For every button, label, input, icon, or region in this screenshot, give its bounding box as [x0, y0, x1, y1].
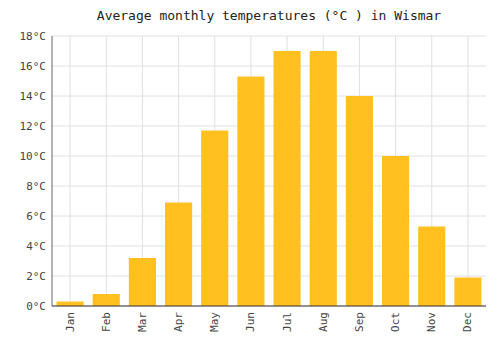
y-tick-label: 14°C: [20, 90, 47, 103]
x-tick-label: May: [208, 312, 221, 332]
x-grid-line: [106, 36, 107, 306]
x-tick-label: Apr: [172, 312, 185, 332]
y-grid-line: [52, 126, 486, 127]
bars: [57, 51, 482, 306]
bar: [346, 96, 373, 306]
y-grid-line: [52, 216, 486, 217]
y-tick-label: 18°C: [20, 30, 47, 43]
y-grid-line: [52, 36, 486, 37]
x-tick-label: Jul: [281, 312, 294, 332]
x-tick-label: Mar: [136, 312, 149, 332]
y-tick-label: 16°C: [20, 60, 47, 73]
x-tick-label: Sep: [353, 312, 366, 332]
bar: [165, 203, 192, 307]
bar: [454, 278, 481, 307]
bar: [237, 77, 264, 307]
x-tick-label: Dec: [461, 312, 474, 332]
y-tick-label: 12°C: [20, 120, 47, 133]
bar: [310, 51, 337, 306]
title: Average monthly temperatures (°C ) in Wi…: [97, 8, 442, 23]
y-grid-line: [52, 156, 486, 157]
bar: [418, 227, 445, 307]
x-tick-label: Nov: [425, 312, 438, 332]
bar: [129, 258, 156, 306]
bar: [382, 156, 409, 306]
bar: [201, 131, 228, 307]
x-tick-label: Jun: [244, 312, 257, 332]
x-tick-label: Jan: [64, 312, 77, 332]
y-tick-label: 8°C: [26, 180, 46, 193]
grid: [52, 36, 486, 306]
y-tick-label: 0°C: [26, 300, 46, 313]
y-axis-line: [52, 36, 53, 306]
y-tick-label: 6°C: [26, 210, 46, 223]
y-grid-line: [52, 96, 486, 97]
x-tick-label: Feb: [100, 312, 113, 332]
y-tick-label: 4°C: [26, 240, 46, 253]
x-tick-label: Aug: [317, 312, 330, 332]
x-tick-label: Oct: [389, 312, 402, 332]
bar: [274, 51, 301, 306]
x-axis-line: [52, 306, 486, 307]
bar: [93, 294, 120, 306]
x-grid-line: [70, 36, 71, 306]
y-tick-label: 10°C: [20, 150, 47, 163]
y-grid-line: [52, 306, 486, 307]
x-grid-line: [467, 36, 468, 306]
bar: [57, 302, 84, 307]
y-grid-line: [52, 66, 486, 67]
chart: 0°C 2°C 4°C 6°C 8°C 10°C 12°C 14°C 16°C 18°C Jan Fe…: [0, 0, 500, 350]
y-grid-line: [52, 186, 486, 187]
y-tick-label: 2°C: [26, 270, 46, 283]
